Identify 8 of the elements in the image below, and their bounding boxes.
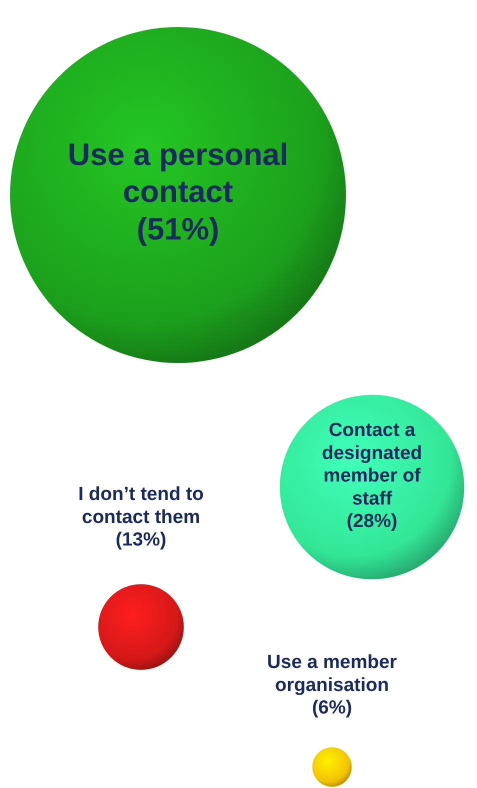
category-label: Use a member organisation bbox=[267, 652, 398, 696]
data-label: (51%) bbox=[136, 211, 220, 246]
data-label: (28%) bbox=[346, 511, 398, 532]
data-label: (13%) bbox=[116, 530, 166, 551]
data-label: (6%) bbox=[312, 698, 352, 719]
category-label: Contact a designated member of staff bbox=[322, 420, 422, 510]
category-label: Use a personal contact bbox=[68, 137, 288, 210]
category-label: I don’t tend to contact them bbox=[78, 484, 204, 528]
